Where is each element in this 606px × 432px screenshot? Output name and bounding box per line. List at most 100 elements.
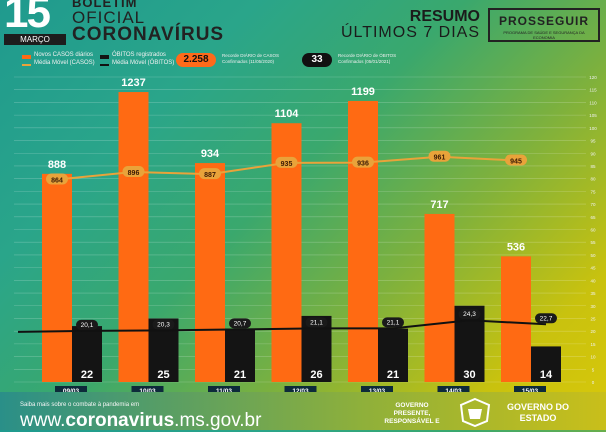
prosseguir-logo-frame xyxy=(488,8,600,42)
record-deaths-label: Recorde DIÁRIO de ÓBITOS Confirmados (05… xyxy=(338,53,397,64)
cases-bar xyxy=(42,173,72,382)
deaths-avg-label: 24,3 xyxy=(463,311,476,318)
cases-value-label: 1104 xyxy=(275,108,300,120)
summary-title: RESUMO xyxy=(409,8,480,25)
right-axis-tick: 35 xyxy=(590,291,596,296)
state-seal-icon xyxy=(459,397,491,427)
cases-avg-label: 961 xyxy=(434,155,446,162)
cases-avg-marker xyxy=(122,165,145,177)
right-axis-tick: 20 xyxy=(590,329,596,334)
deaths-value-label: 22 xyxy=(81,369,93,381)
footer-url[interactable]: www.coronavirus.ms.gov.br xyxy=(20,410,261,432)
deaths-avg-marker xyxy=(535,313,557,324)
date-month: MARÇO xyxy=(4,34,66,45)
prosseguir-logo-subtitle: PROGRAMA DE SAÚDE E SEGURANÇA DA ECONOMI… xyxy=(503,30,585,40)
category-label: 10/03 xyxy=(139,388,156,395)
cases-avg-marker xyxy=(199,168,221,180)
category-label: 14/03 xyxy=(445,388,462,395)
deaths-avg-label: 20,1 xyxy=(81,322,94,329)
category-label-bg xyxy=(514,386,546,395)
right-axis-tick: 80 xyxy=(590,177,596,182)
right-axis-tick: 65 xyxy=(590,215,596,220)
deaths-avg-marker xyxy=(229,318,251,329)
deaths-avg-marker xyxy=(152,319,175,330)
right-axis-tick: 95 xyxy=(590,139,596,144)
deaths-bar xyxy=(531,346,561,382)
category-label-bg xyxy=(437,386,470,395)
footer-note: Saiba mais sobre o combate à pandemia em xyxy=(20,402,140,408)
record-cases-value: 2.258 xyxy=(176,53,216,67)
deaths-avg-label: 20,7 xyxy=(234,320,247,327)
record-deaths-value: 33 xyxy=(302,53,332,67)
footer-bar xyxy=(0,392,606,430)
right-axis-tick: 100 xyxy=(589,126,597,131)
footer-url-suffix: .ms.gov.br xyxy=(174,410,262,431)
deaths-value-label: 21 xyxy=(387,369,399,381)
deaths-avg-line xyxy=(17,319,547,333)
deaths-avg-label: 22,7 xyxy=(540,315,553,322)
cases-avg-label: 896 xyxy=(128,170,140,177)
deaths-value-label: 26 xyxy=(310,369,322,381)
cases-avg-marker xyxy=(46,173,68,185)
legend-deaths-avg-swatch xyxy=(100,64,109,66)
category-label-bg xyxy=(55,386,87,395)
cases-bar xyxy=(348,100,378,382)
category-label: 15/03 xyxy=(522,388,539,395)
deaths-bar xyxy=(225,328,255,382)
legend-cases-daily: Novos CASOS diários xyxy=(34,52,94,58)
deaths-avg-label: 21,1 xyxy=(310,319,323,326)
right-axis-tick: 5 xyxy=(592,367,595,372)
deaths-avg-marker xyxy=(305,317,328,328)
category-label: 12/03 xyxy=(292,388,309,395)
cases-value-label: 1237 xyxy=(121,77,145,89)
cases-avg-marker xyxy=(275,156,298,168)
cases-value-label: 1199 xyxy=(351,86,375,98)
legend-cases-swatch xyxy=(22,55,31,59)
right-axis-tick: 50 xyxy=(590,253,596,258)
bulletin-title-line1: BOLETIM xyxy=(72,0,138,10)
deaths-bar xyxy=(378,328,408,382)
right-axis-tick: 10 xyxy=(590,355,596,360)
right-axis-tick: 25 xyxy=(590,316,596,321)
cases-value-label: 888 xyxy=(48,159,66,171)
right-axis-tick: 90 xyxy=(590,151,596,156)
category-label-bg xyxy=(284,386,317,395)
government-name: GOVERNO DO ESTADO xyxy=(506,402,569,423)
deaths-value-label: 25 xyxy=(157,369,169,381)
date-day: 15 xyxy=(4,0,51,37)
legend-cases-avg: Média Móvel (CASOS) xyxy=(34,60,95,66)
right-axis-tick: 75 xyxy=(590,189,596,194)
right-axis-tick: 70 xyxy=(590,202,596,207)
record-cases-label: Recorde DIÁRIO de CASOS Confirmados (11/… xyxy=(222,53,280,64)
right-axis-tick: 45 xyxy=(590,266,596,271)
cases-avg-label: 864 xyxy=(51,177,63,184)
legend-deaths-swatch xyxy=(100,55,109,59)
cases-avg-label: 935 xyxy=(281,161,293,168)
cases-bar xyxy=(118,92,149,382)
right-axis-tick: 85 xyxy=(590,164,596,169)
right-axis-tick: 40 xyxy=(590,278,596,283)
right-axis-tick: 120 xyxy=(589,75,597,80)
cases-value-label: 717 xyxy=(430,199,448,211)
cases-bar xyxy=(424,213,455,382)
category-label-bg xyxy=(131,386,164,395)
deaths-avg-marker xyxy=(76,319,98,330)
right-axis-tick: 60 xyxy=(590,228,596,233)
deaths-avg-marker xyxy=(382,317,404,328)
deaths-value-label: 14 xyxy=(540,369,553,381)
cases-avg-marker xyxy=(505,154,527,166)
cases-avg-label: 887 xyxy=(204,172,216,179)
deaths-avg-label: 21,1 xyxy=(387,319,400,326)
deaths-value-label: 21 xyxy=(234,369,246,381)
bulletin-title-line3: CORONAVÍRUS xyxy=(72,24,225,45)
cases-avg-label: 936 xyxy=(357,161,369,168)
category-label: 09/03 xyxy=(63,388,80,395)
legend-deaths-avg: Média Móvel (ÓBITOS) xyxy=(112,60,175,66)
cases-avg-marker xyxy=(428,150,451,162)
cases-value-label: 934 xyxy=(201,148,220,160)
right-axis-tick: 0 xyxy=(592,380,595,385)
right-axis-tick: 105 xyxy=(589,113,597,118)
right-axis-tick: 115 xyxy=(589,88,597,93)
deaths-avg-label: 20,3 xyxy=(157,321,170,328)
